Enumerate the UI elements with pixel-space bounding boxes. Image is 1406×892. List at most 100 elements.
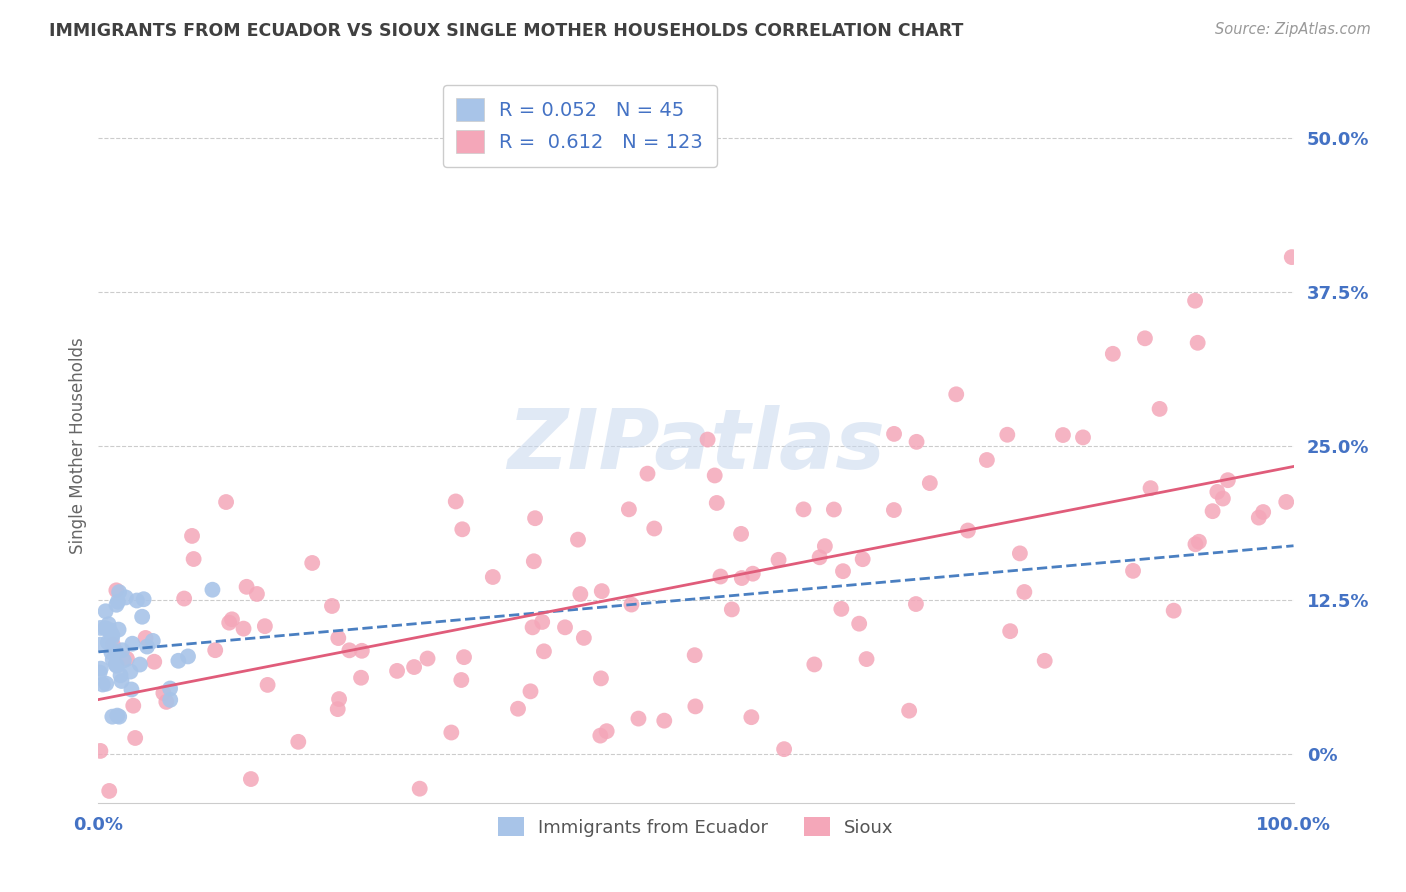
Point [1275, 495, 1298, 509]
Point [105, 658, 128, 673]
Point [239, 772, 262, 786]
Point [1281, 250, 1303, 264]
Point [523, 554, 546, 568]
Point [350, 671, 373, 685]
Point [94, 604, 117, 618]
Point [905, 434, 928, 449]
Point [125, 593, 148, 607]
Point [803, 657, 825, 672]
Point [177, 649, 200, 664]
Point [89, 638, 111, 652]
Point [696, 433, 718, 447]
Point [287, 735, 309, 749]
Point [159, 681, 181, 696]
Point [569, 587, 592, 601]
Point [740, 710, 762, 724]
Point [155, 695, 177, 709]
Point [337, 643, 360, 657]
Point [101, 637, 124, 651]
Point [416, 651, 439, 665]
Point [524, 511, 547, 525]
Point [105, 598, 128, 612]
Point [848, 616, 870, 631]
Point [855, 652, 877, 666]
Point [567, 533, 589, 547]
Point [115, 591, 138, 605]
Point [107, 595, 129, 609]
Point [1149, 401, 1171, 416]
Point [101, 652, 124, 666]
Point [115, 652, 138, 666]
Point [643, 522, 665, 536]
Point [482, 570, 505, 584]
Point [121, 637, 143, 651]
Point [998, 624, 1021, 639]
Point [108, 709, 131, 723]
Point [404, 660, 426, 674]
Point [328, 631, 350, 645]
Point [814, 539, 837, 553]
Point [110, 668, 132, 682]
Point [995, 427, 1018, 442]
Point [167, 654, 190, 668]
Point [883, 426, 905, 441]
Point [1139, 481, 1161, 495]
Point [97, 635, 120, 649]
Point [685, 699, 707, 714]
Point [120, 682, 142, 697]
Point [135, 631, 157, 645]
Point [90, 621, 112, 635]
Point [440, 725, 463, 739]
Point [201, 582, 224, 597]
Point [1206, 484, 1229, 499]
Point [904, 597, 927, 611]
Point [620, 598, 643, 612]
Point [101, 628, 124, 642]
Point [104, 657, 127, 672]
Point [1163, 604, 1185, 618]
Point [96, 676, 118, 690]
Point [339, 821, 361, 835]
Point [328, 692, 350, 706]
Point [808, 550, 831, 565]
Text: IMMIGRANTS FROM ECUADOR VS SIOUX SINGLE MOTHER HOUSEHOLDS CORRELATION CHART: IMMIGRANTS FROM ECUADOR VS SIOUX SINGLE … [49, 22, 963, 40]
Point [97, 617, 120, 632]
Point [89, 744, 111, 758]
Point [1216, 473, 1239, 487]
Point [683, 648, 706, 663]
Point [1184, 293, 1206, 308]
Point [105, 708, 128, 723]
Point [589, 729, 612, 743]
Point [627, 712, 650, 726]
Point [652, 714, 675, 728]
Point [232, 622, 254, 636]
Point [131, 609, 153, 624]
Point [253, 619, 276, 633]
Point [105, 583, 128, 598]
Point [589, 672, 612, 686]
Point [350, 644, 373, 658]
Point [112, 653, 135, 667]
Point [451, 522, 474, 536]
Point [1251, 505, 1274, 519]
Point [301, 556, 323, 570]
Point [506, 702, 529, 716]
Point [132, 592, 155, 607]
Point [124, 731, 146, 745]
Point [1122, 564, 1144, 578]
Point [450, 673, 472, 687]
Point [105, 645, 128, 659]
Point [1052, 428, 1074, 442]
Point [793, 502, 815, 516]
Point [107, 623, 129, 637]
Point [218, 615, 240, 630]
Point [883, 503, 905, 517]
Point [321, 599, 343, 613]
Point [120, 665, 142, 679]
Point [1033, 654, 1056, 668]
Point [1188, 534, 1211, 549]
Point [100, 646, 122, 660]
Point [235, 580, 257, 594]
Point [706, 496, 728, 510]
Point [956, 524, 979, 538]
